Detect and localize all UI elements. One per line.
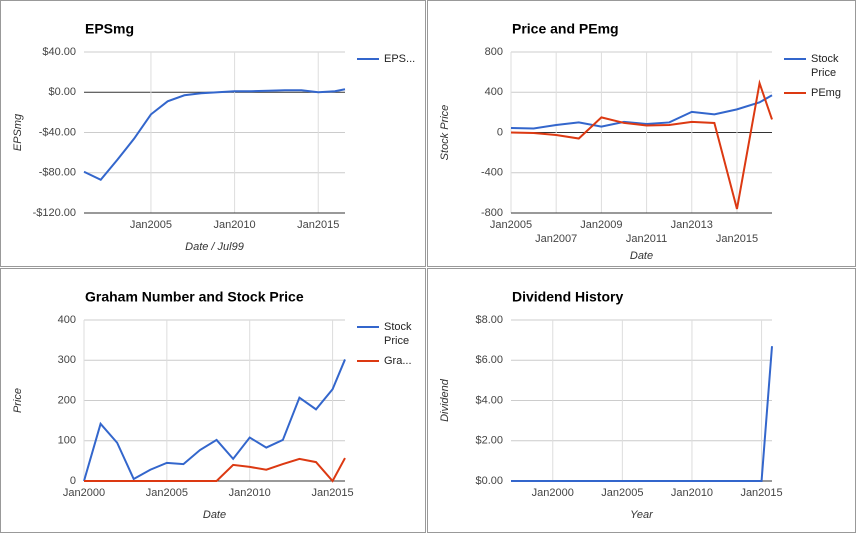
panel [0,0,426,267]
legend-label: Gra... [384,355,412,367]
y-tick-label: $4.00 [475,394,503,406]
y-tick-label: 400 [485,86,503,98]
x-tick-label: Jan2010 [671,487,713,499]
x-tick-label: Jan2005 [490,219,532,231]
legend-item: EPS... [357,52,424,66]
x-tick-label: Jan2005 [601,487,643,499]
data-line [84,457,346,483]
y-tick-label: 400 [58,314,76,326]
chart-title: Graham Number and Stock Price [85,289,304,305]
x-axis-label: Date [203,509,226,521]
y-tick-label: 0 [497,126,503,138]
x-tick-label: Jan2007 [535,233,577,245]
y-tick-label: $8.00 [475,314,503,326]
y-axis-label: Stock Price [439,105,451,161]
x-tick-label: Jan2005 [146,487,188,499]
data-line [83,359,346,482]
x-tick-label: Jan2010 [229,487,271,499]
y-tick-label: 300 [58,354,76,366]
legend: Stock Price PEmg [784,52,851,100]
x-tick-label: Jan2015 [311,487,353,499]
y-axis-label: EPSmg [12,113,24,151]
y-tick-label: $40.00 [42,46,76,58]
x-axis-label: Date / Jul99 [185,241,244,253]
legend-label: EPS... [384,53,416,65]
legend-label: Stock Price [384,321,412,347]
y-axis-label: Dividend [439,378,451,422]
legend-item: PEmg [784,86,851,100]
legend-swatch [784,58,806,60]
x-tick-label: Jan2015 [297,219,339,231]
legend-swatch [357,360,379,362]
legend-swatch [784,92,806,94]
chart-title: EPSmg [85,21,134,37]
x-tick-label: Jan2005 [130,219,172,231]
y-tick-label: 100 [58,435,76,447]
chart-title: Price and PEmg [512,21,619,37]
y-tick-label: 0 [70,475,76,487]
panel [427,0,856,267]
x-tick-label: Jan2011 [626,233,667,245]
x-tick-label: Jan2000 [63,487,105,499]
x-tick-label: Jan2015 [740,487,782,499]
legend-label: PEmg [811,87,841,99]
legend: Stock Price Gra... [357,320,424,368]
data-line [83,88,346,182]
x-tick-label: Jan2009 [580,219,622,231]
y-tick-label: -800 [481,207,503,219]
legend-swatch [357,326,379,328]
chart-title: Dividend History [512,289,623,305]
y-tick-label: -$120.00 [33,207,76,219]
x-tick-label: Jan2010 [213,219,255,231]
data-line [510,94,773,130]
x-tick-label: Jan2013 [671,219,713,231]
data-line [511,346,773,482]
y-tick-label: $0.00 [48,86,76,98]
y-tick-label: -400 [481,167,503,179]
x-tick-label: Jan2015 [716,233,758,245]
legend: EPS... [357,52,424,66]
x-axis-label: Year [630,509,654,521]
y-tick-label: 800 [485,46,503,58]
x-tick-label: Jan2000 [532,487,574,499]
legend-swatch [357,58,379,60]
y-tick-label: 200 [58,394,76,406]
y-tick-label: $2.00 [475,435,503,447]
y-tick-label: $0.00 [475,475,503,487]
panel [427,268,856,533]
y-tick-label: -$40.00 [39,126,76,138]
legend-item: Stock Price [784,52,851,80]
y-axis-label: Price [12,388,24,413]
legend-label: Stock Price [811,53,839,79]
data-line [510,79,773,210]
legend-item: Gra... [357,354,424,368]
y-tick-label: -$80.00 [39,167,76,179]
panel [0,268,426,533]
legend-item: Stock Price [357,320,424,348]
x-axis-label: Date [630,250,653,262]
y-tick-label: $6.00 [475,354,503,366]
